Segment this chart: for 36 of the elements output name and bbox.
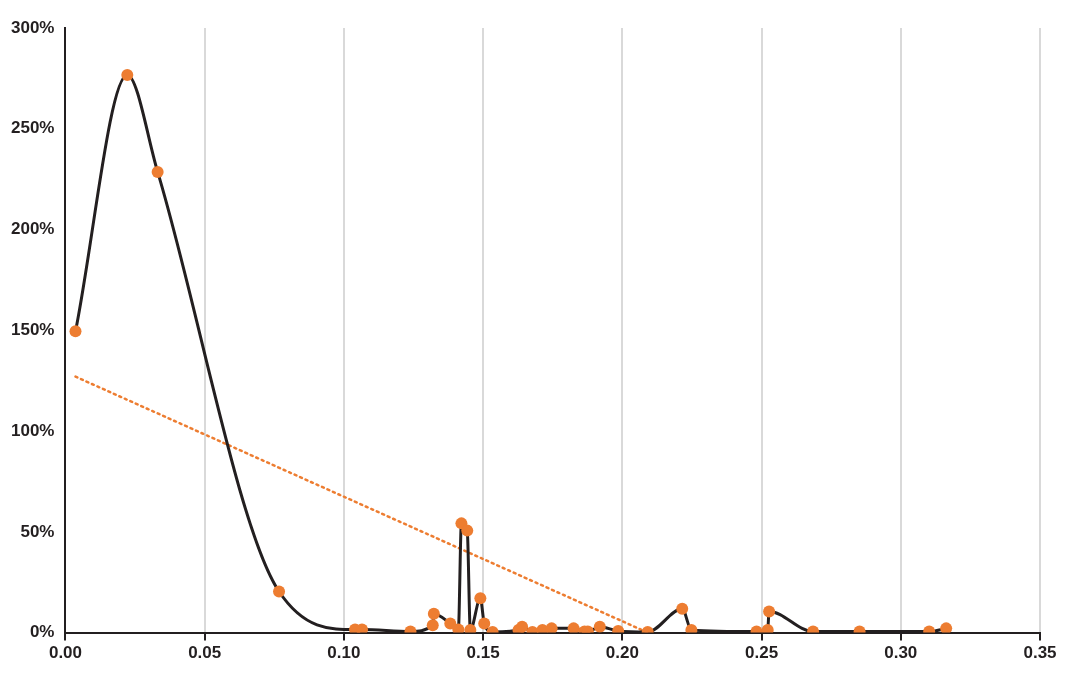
point — [121, 68, 134, 81]
point — [464, 623, 477, 633]
x-tick-label: 0.00 — [48, 643, 83, 663]
y-tick-label: 0% — [29, 622, 55, 642]
x-tick-label: 0.35 — [1023, 643, 1057, 663]
point — [273, 585, 286, 598]
y-tick-label: 50% — [20, 521, 55, 541]
y-tick-label: 100% — [11, 420, 55, 440]
point — [427, 607, 440, 620]
point — [761, 623, 774, 633]
point — [356, 623, 369, 633]
y-tick-label: 150% — [11, 319, 55, 339]
point — [545, 622, 558, 633]
point — [452, 623, 465, 633]
x-tick-label: 0.30 — [884, 643, 918, 663]
point — [763, 605, 776, 618]
x-tick-label: 0.20 — [605, 643, 639, 663]
point — [461, 524, 474, 537]
y-tick-label: 250% — [11, 118, 55, 138]
point — [478, 617, 491, 630]
point — [151, 165, 164, 178]
point — [426, 619, 439, 632]
x-tick-label: 0.25 — [745, 643, 779, 663]
x-tick-label: 0.15 — [466, 643, 500, 663]
x-tick-label: 0.10 — [327, 643, 361, 663]
point — [676, 602, 689, 615]
point — [567, 622, 580, 633]
point — [516, 620, 529, 633]
x-tick-label: 0.05 — [188, 643, 222, 663]
point — [940, 622, 953, 633]
point — [474, 592, 487, 605]
point — [69, 325, 82, 338]
point — [593, 620, 606, 633]
point — [685, 623, 698, 633]
y-tick-label: 300% — [11, 17, 55, 37]
y-tick-label: 200% — [11, 219, 55, 239]
